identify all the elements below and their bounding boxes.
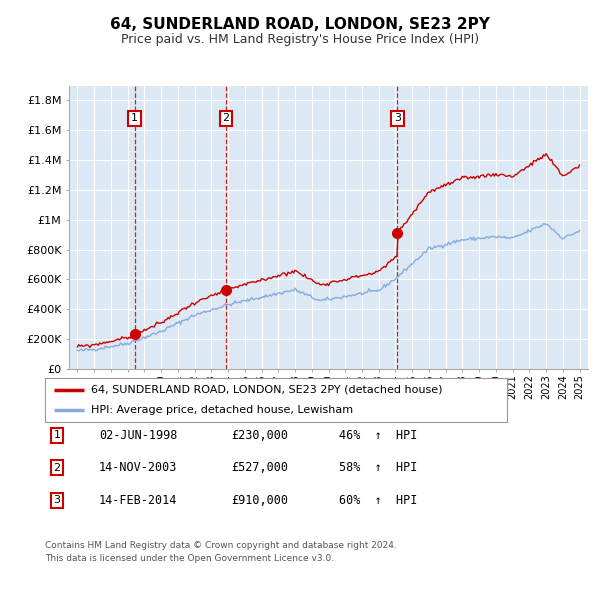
Text: 58%  ↑  HPI: 58% ↑ HPI [339,461,418,474]
Text: Contains HM Land Registry data © Crown copyright and database right 2024.: Contains HM Land Registry data © Crown c… [45,541,397,550]
Text: 3: 3 [394,113,401,123]
Text: 46%  ↑  HPI: 46% ↑ HPI [339,429,418,442]
Text: 3: 3 [53,496,61,505]
Text: Price paid vs. HM Land Registry's House Price Index (HPI): Price paid vs. HM Land Registry's House … [121,33,479,46]
Text: £910,000: £910,000 [231,494,288,507]
Text: 1: 1 [53,431,61,440]
Text: 02-JUN-1998: 02-JUN-1998 [99,429,178,442]
Text: This data is licensed under the Open Government Licence v3.0.: This data is licensed under the Open Gov… [45,555,334,563]
Text: 1: 1 [131,113,138,123]
Text: £527,000: £527,000 [231,461,288,474]
Text: 64, SUNDERLAND ROAD, LONDON, SE23 2PY (detached house): 64, SUNDERLAND ROAD, LONDON, SE23 2PY (d… [91,385,443,395]
Text: £230,000: £230,000 [231,429,288,442]
Text: HPI: Average price, detached house, Lewisham: HPI: Average price, detached house, Lewi… [91,405,353,415]
Text: 60%  ↑  HPI: 60% ↑ HPI [339,494,418,507]
Text: 2: 2 [223,113,229,123]
Text: 2: 2 [53,463,61,473]
Text: 14-NOV-2003: 14-NOV-2003 [99,461,178,474]
Text: 64, SUNDERLAND ROAD, LONDON, SE23 2PY: 64, SUNDERLAND ROAD, LONDON, SE23 2PY [110,17,490,31]
Text: 14-FEB-2014: 14-FEB-2014 [99,494,178,507]
